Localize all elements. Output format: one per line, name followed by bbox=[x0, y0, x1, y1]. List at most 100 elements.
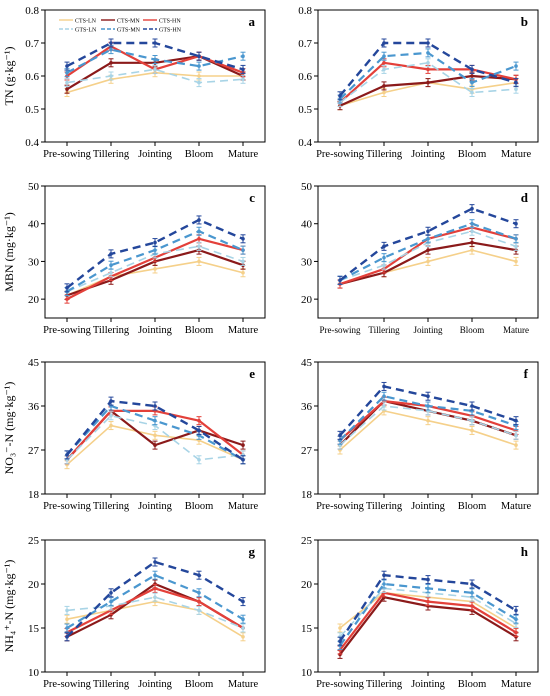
x-tick-label: Mature bbox=[228, 501, 259, 512]
data-point bbox=[382, 61, 386, 65]
y-tick-label: 0.8 bbox=[298, 5, 312, 17]
data-point bbox=[197, 457, 201, 462]
legend-label: GTS-LN bbox=[75, 28, 97, 34]
y-tick-label: 30 bbox=[28, 256, 40, 268]
data-point bbox=[65, 297, 69, 301]
series-line-gts-mn bbox=[66, 404, 244, 461]
data-point bbox=[241, 617, 245, 621]
data-point bbox=[470, 404, 474, 408]
data-point bbox=[153, 418, 157, 423]
y-tick-label: 0.7 bbox=[298, 38, 312, 50]
x-tick-label: Mature bbox=[501, 149, 532, 160]
y-tick-label: 0.5 bbox=[25, 104, 39, 116]
data-point bbox=[109, 423, 113, 428]
data-point bbox=[426, 41, 430, 45]
y-tick-label: 0.8 bbox=[25, 5, 39, 17]
panel-a: 0.4 0.5 0.6 0.7 0.8 Pre-sowing Tillering Jointi… bbox=[2, 5, 266, 160]
data-point bbox=[197, 74, 201, 78]
data-point bbox=[470, 248, 474, 252]
data-point bbox=[241, 248, 245, 252]
data-point bbox=[338, 639, 342, 643]
data-point bbox=[65, 608, 69, 613]
data-point bbox=[382, 90, 386, 95]
data-point bbox=[241, 457, 245, 462]
data-point bbox=[382, 255, 386, 260]
data-point bbox=[65, 626, 69, 630]
data-point bbox=[426, 51, 430, 55]
panel-letter: c bbox=[249, 190, 255, 205]
data-point bbox=[470, 67, 474, 72]
data-point bbox=[241, 443, 245, 447]
x-tick-label: Mature bbox=[228, 149, 259, 160]
data-point bbox=[65, 286, 69, 290]
y-tick-label: 20 bbox=[28, 294, 40, 306]
panel-e: 18 27 36 45 Pre-sowing Tillering Jointing Bloom… bbox=[2, 357, 266, 512]
data-point bbox=[197, 418, 201, 423]
y-tick-label: 15 bbox=[28, 623, 40, 635]
data-point bbox=[470, 221, 474, 226]
data-point bbox=[426, 418, 430, 423]
y-tick-label: 40 bbox=[301, 219, 313, 231]
panel-letter: b bbox=[521, 14, 528, 29]
y-tick-label: 0.7 bbox=[25, 38, 39, 50]
x-tick-label: Bloom bbox=[458, 501, 487, 512]
data-point bbox=[109, 41, 113, 45]
y-tick-label: 36 bbox=[28, 401, 40, 413]
y-tick-label: 10 bbox=[301, 667, 313, 679]
data-point bbox=[241, 599, 245, 604]
data-point bbox=[65, 617, 69, 621]
data-point bbox=[197, 428, 201, 433]
data-point bbox=[65, 453, 69, 457]
data-point bbox=[470, 591, 474, 595]
data-point bbox=[109, 591, 113, 595]
data-point bbox=[426, 259, 430, 264]
data-point bbox=[65, 635, 69, 639]
y-tick-label: 0.5 bbox=[298, 104, 312, 116]
x-tick-label: Pre-sowing bbox=[316, 149, 365, 160]
data-point bbox=[153, 595, 157, 599]
data-point bbox=[153, 560, 157, 564]
data-point bbox=[153, 573, 157, 577]
data-point bbox=[426, 80, 430, 85]
data-point bbox=[153, 248, 157, 252]
y-tick-label: 0.4 bbox=[298, 137, 312, 149]
panel-b: 0.4 0.5 0.6 0.7 0.8 Pre-sowing Tillering Jointi… bbox=[298, 5, 539, 160]
y-tick-label: 0.6 bbox=[298, 71, 312, 83]
y-tick-label: 18 bbox=[301, 489, 313, 501]
panel-letter: d bbox=[521, 190, 529, 205]
data-point bbox=[197, 573, 201, 577]
data-point bbox=[197, 64, 201, 68]
data-point bbox=[241, 67, 245, 72]
data-point bbox=[65, 87, 69, 91]
data-point bbox=[514, 608, 518, 613]
data-point bbox=[197, 54, 201, 58]
x-tick-label: Pre-sowing bbox=[316, 501, 365, 512]
y-tick-label: 45 bbox=[28, 357, 40, 369]
data-point bbox=[197, 259, 201, 264]
y-tick-label: 0.6 bbox=[25, 71, 39, 83]
data-point bbox=[241, 635, 245, 639]
x-tick-label: Jointing bbox=[413, 325, 443, 335]
y-axis-label: MBN (mg·kg⁻¹) bbox=[2, 212, 16, 292]
y-axis-label: NH₄⁺-N (mg·kg⁻¹) bbox=[2, 560, 16, 653]
panel-h: 10 15 20 25 Pre-sowing Tillering Jointing Bloom… bbox=[301, 535, 539, 690]
x-tick-label: Tillering bbox=[93, 325, 130, 336]
data-point bbox=[426, 67, 430, 72]
x-tick-label: Pre-sowing bbox=[320, 325, 361, 335]
x-tick-label: Pre-sowing bbox=[43, 679, 92, 690]
data-point bbox=[382, 244, 386, 249]
panel-g: 10 15 20 25 Pre-sowing Tillering Jointing Bloom… bbox=[2, 535, 266, 690]
data-point bbox=[197, 229, 201, 234]
series-line-gts-hn bbox=[66, 399, 244, 461]
panel-letter: g bbox=[249, 544, 256, 559]
data-point bbox=[338, 433, 342, 438]
data-point bbox=[153, 41, 157, 45]
data-point bbox=[514, 259, 518, 264]
data-point bbox=[514, 418, 518, 423]
data-point bbox=[470, 90, 474, 95]
x-tick-label: Bloom bbox=[185, 149, 214, 160]
y-tick-label: 20 bbox=[28, 579, 40, 591]
y-tick-label: 50 bbox=[301, 181, 313, 193]
